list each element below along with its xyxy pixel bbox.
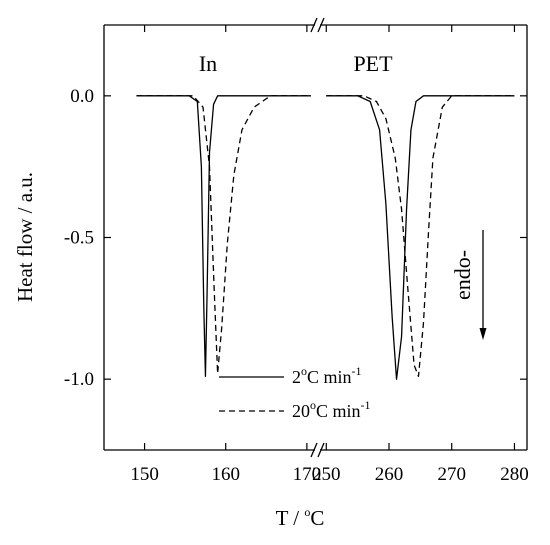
x-axis-title: T / oC [276, 505, 325, 530]
y-axis-title: Heat flow / a.u. [13, 172, 37, 302]
x-tick-label: 270 [437, 464, 466, 485]
series-solid-segment-2 [326, 95, 515, 380]
x-tick-label: 160 [211, 464, 240, 485]
legend-entry-20: 20oC min-1 [292, 398, 371, 421]
y-tick-label: 0.0 [70, 86, 94, 107]
legend: 2oC min-1 20oC min-1 [219, 364, 371, 421]
x-tick-label: 170 [293, 464, 322, 485]
y-tick-label: -0.5 [64, 228, 94, 249]
annotation-pet: PET [353, 51, 393, 76]
y-tick-label: -1.0 [64, 369, 94, 390]
annotation-endo: endo- [450, 250, 475, 300]
curves [136, 95, 515, 380]
series-solid-segment-1 [136, 95, 311, 377]
x-tick-label: 250 [312, 464, 341, 485]
legend-entry-2: 2oC min-1 [292, 364, 362, 387]
x-tick-label: 150 [130, 464, 159, 485]
axis-break-mark [317, 442, 325, 458]
axis-break-mark [317, 17, 325, 33]
x-tick-label: 280 [500, 464, 529, 485]
endo-arrow [479, 230, 487, 340]
axis-break-mark [310, 17, 318, 33]
axis-break-mark [310, 442, 318, 458]
axes-frame [103, 17, 528, 458]
tick-marks [104, 25, 527, 450]
series-dashed-segment-2 [326, 95, 515, 377]
series-dashed-segment-1 [136, 95, 311, 375]
x-tick-label: 260 [375, 464, 404, 485]
annotation-in: In [199, 51, 217, 76]
